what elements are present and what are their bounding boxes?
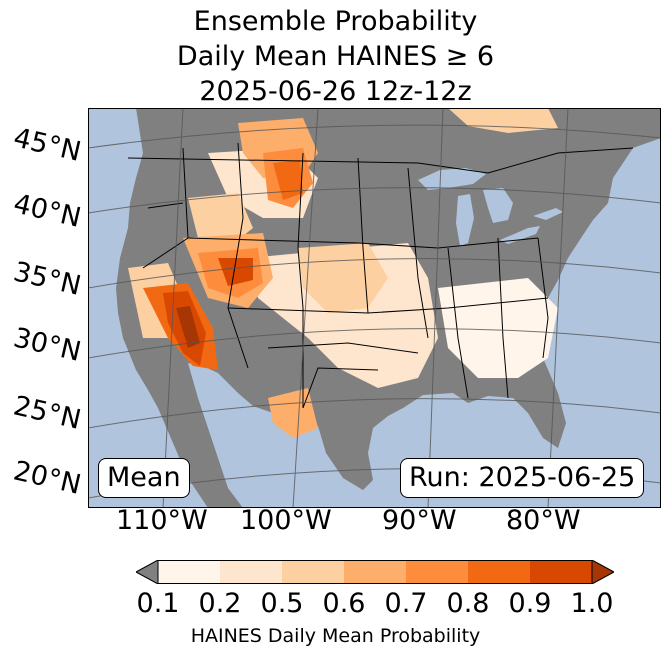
colorbar-over-triangle: [591, 560, 614, 584]
lat-label-40n: 40°N: [10, 188, 84, 234]
lake-superior: [418, 168, 486, 190]
lon-label-100w: 100°W: [240, 505, 332, 536]
colorbar-tick-label: 0.2: [198, 588, 242, 619]
colorbar: [136, 560, 614, 584]
colorbar-tick-label: 0.6: [322, 588, 366, 619]
lat-label-30n: 30°N: [10, 322, 84, 368]
colorbar-under-triangle: [136, 560, 159, 584]
map-title-line3: 2025-06-26 12z-12z: [199, 76, 472, 107]
probability-field: [128, 108, 558, 438]
probability-map: [88, 108, 661, 508]
colorbar-segment: [406, 560, 469, 584]
lake-erie: [500, 226, 540, 244]
lat-label-25n: 25°N: [10, 390, 84, 436]
colorbar-segment: [344, 560, 407, 584]
lon-label-90w: 90°W: [382, 505, 457, 536]
colorbar-segment: [468, 560, 531, 584]
colorbar-tick-label: 0.7: [384, 588, 428, 619]
lon-label-110w: 110°W: [116, 505, 208, 536]
mean-label-box: Mean: [98, 458, 190, 498]
lake-huron: [483, 188, 513, 223]
lat-label-45n: 45°N: [10, 122, 84, 168]
colorbar-tick-label: 1.0: [570, 588, 614, 619]
lake-ontario: [533, 208, 563, 220]
colorbar-tick-label: 0.5: [260, 588, 304, 619]
lat-label-35n: 35°N: [10, 256, 84, 302]
lat-label-20n: 20°N: [10, 455, 84, 501]
lon-label-80w: 80°W: [506, 505, 581, 536]
colorbar-segment: [158, 560, 221, 584]
colorbar-segment: [530, 560, 593, 584]
colorbar-tick-label: 0.1: [136, 588, 180, 619]
colorbar-tick-label: 0.9: [508, 588, 552, 619]
run-date-box: Run: 2025-06-25: [400, 458, 645, 498]
colorbar-tick-label: 0.8: [446, 588, 490, 619]
map-title-line1: Ensemble Probability: [193, 6, 478, 37]
map-title-line2: Daily Mean HAINES ≥ 6: [176, 41, 495, 72]
colorbar-segment: [282, 560, 345, 584]
colorbar-segment: [220, 560, 283, 584]
graticule: [88, 108, 661, 508]
colorbar-label: HAINES Daily Mean Probability: [190, 625, 481, 647]
lake-michigan: [456, 194, 474, 246]
